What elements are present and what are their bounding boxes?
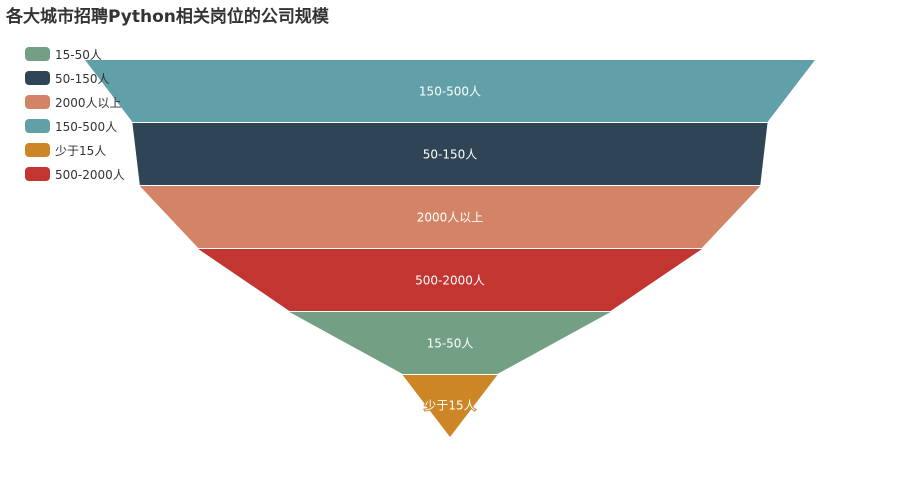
legend-label: 15-50人 [55,47,102,62]
legend-label: 少于15人 [55,143,107,158]
funnel-segment[interactable] [85,60,815,122]
legend-swatch [25,119,50,133]
funnel-segment[interactable] [139,186,761,248]
funnel-segment[interactable] [402,375,498,437]
legend-label: 150-500人 [55,119,118,134]
legend-swatch [25,71,50,85]
funnel-segment-label: 15-50人 [427,337,474,351]
funnel-segment-label: 150-500人 [419,85,481,99]
legend-item[interactable]: 500-2000人 [25,162,125,186]
legend-label: 500-2000人 [55,167,125,182]
legend-label: 2000人以上 [55,95,122,110]
funnel-segment-label: 少于15人 [424,399,475,413]
legend-label: 50-150人 [55,71,110,86]
funnel-segment[interactable] [198,249,702,311]
legend: 15-50人 50-150人 2000人以上 150-500人 少于15人 50… [25,42,125,186]
legend-swatch [25,47,50,61]
funnel-segment-label: 50-150人 [423,148,478,162]
legend-swatch [25,143,50,157]
funnel-segment-label: 2000人以上 [417,211,484,225]
legend-item[interactable]: 150-500人 [25,114,125,138]
legend-item[interactable]: 少于15人 [25,138,125,162]
legend-swatch [25,95,50,109]
legend-item[interactable]: 2000人以上 [25,90,125,114]
chart-title: 各大城市招聘Python相关岗位的公司规模 [6,7,329,27]
legend-item[interactable]: 15-50人 [25,42,125,66]
funnel-segment[interactable] [289,312,611,374]
funnel-segment[interactable] [132,123,768,185]
funnel-segment-label: 500-2000人 [415,274,485,288]
legend-item[interactable]: 50-150人 [25,66,125,90]
legend-swatch [25,167,50,181]
